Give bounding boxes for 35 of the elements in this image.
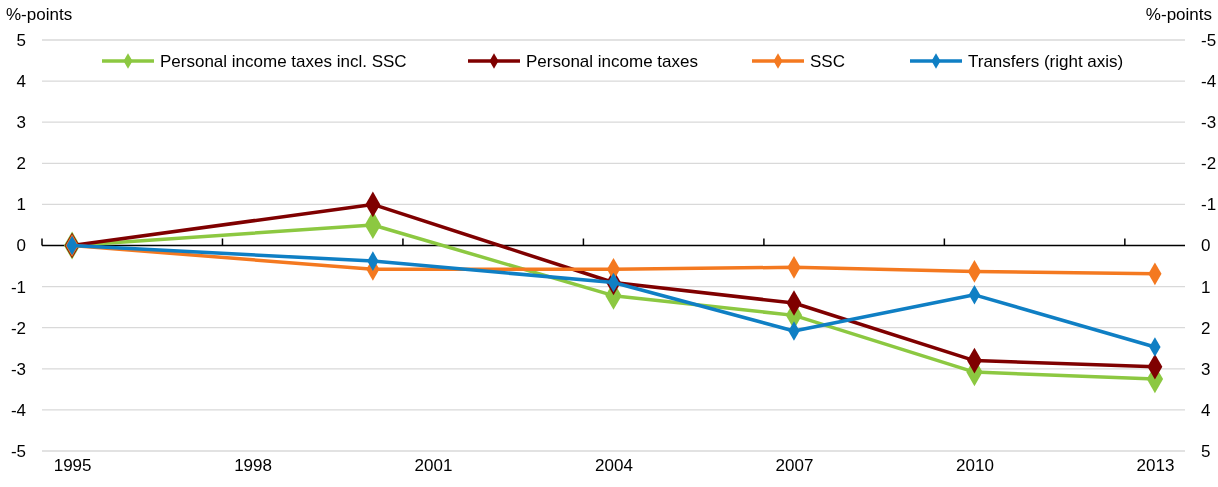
y-tick-label: 0 xyxy=(16,236,26,256)
y2-tick-label: -4 xyxy=(1201,72,1217,92)
y2-tick-label: 5 xyxy=(1201,441,1211,461)
y-tick-label: -1 xyxy=(10,277,26,297)
x-tick-label: 2001 xyxy=(414,456,453,476)
y-tick-label: 5 xyxy=(16,30,26,50)
y2-tick-label: -3 xyxy=(1201,113,1217,133)
y2-tick-label: 3 xyxy=(1201,359,1211,379)
y-tick-label: -4 xyxy=(10,400,26,420)
legend-label: Transfers (right axis) xyxy=(968,52,1124,71)
legend-label: SSC xyxy=(810,52,845,71)
legend-label: Personal income taxes xyxy=(526,52,698,71)
x-tick-label: 2004 xyxy=(595,456,633,476)
x-tick-label: 1998 xyxy=(234,456,272,476)
y2-tick-label: 0 xyxy=(1201,236,1211,256)
y2-tick-label: -1 xyxy=(1201,195,1217,215)
y2-tick-label: 1 xyxy=(1201,277,1211,297)
y-tick-label: 2 xyxy=(16,154,26,174)
legend-label: Personal income taxes incl. SSC xyxy=(160,52,407,71)
y-tick-label: 1 xyxy=(16,195,26,215)
y2-tick-label: 2 xyxy=(1201,318,1211,338)
y2-tick-label: -5 xyxy=(1201,30,1217,50)
x-tick-label: 2010 xyxy=(956,456,994,476)
x-tick-label: 2007 xyxy=(775,456,814,476)
x-tick-label: 2013 xyxy=(1136,456,1175,476)
y2-tick-label: 4 xyxy=(1201,400,1211,420)
y-tick-label: -5 xyxy=(10,441,26,461)
y-tick-label: 4 xyxy=(16,72,26,92)
y-tick-label: 3 xyxy=(16,113,26,133)
y-tick-label: -2 xyxy=(10,318,26,338)
y2-tick-label: -2 xyxy=(1201,154,1217,174)
y2-axis-title: %-points xyxy=(1145,5,1212,24)
y-tick-label: -3 xyxy=(10,359,26,379)
y-axis-title: %-points xyxy=(6,5,73,24)
x-tick-label: 1995 xyxy=(53,456,92,476)
